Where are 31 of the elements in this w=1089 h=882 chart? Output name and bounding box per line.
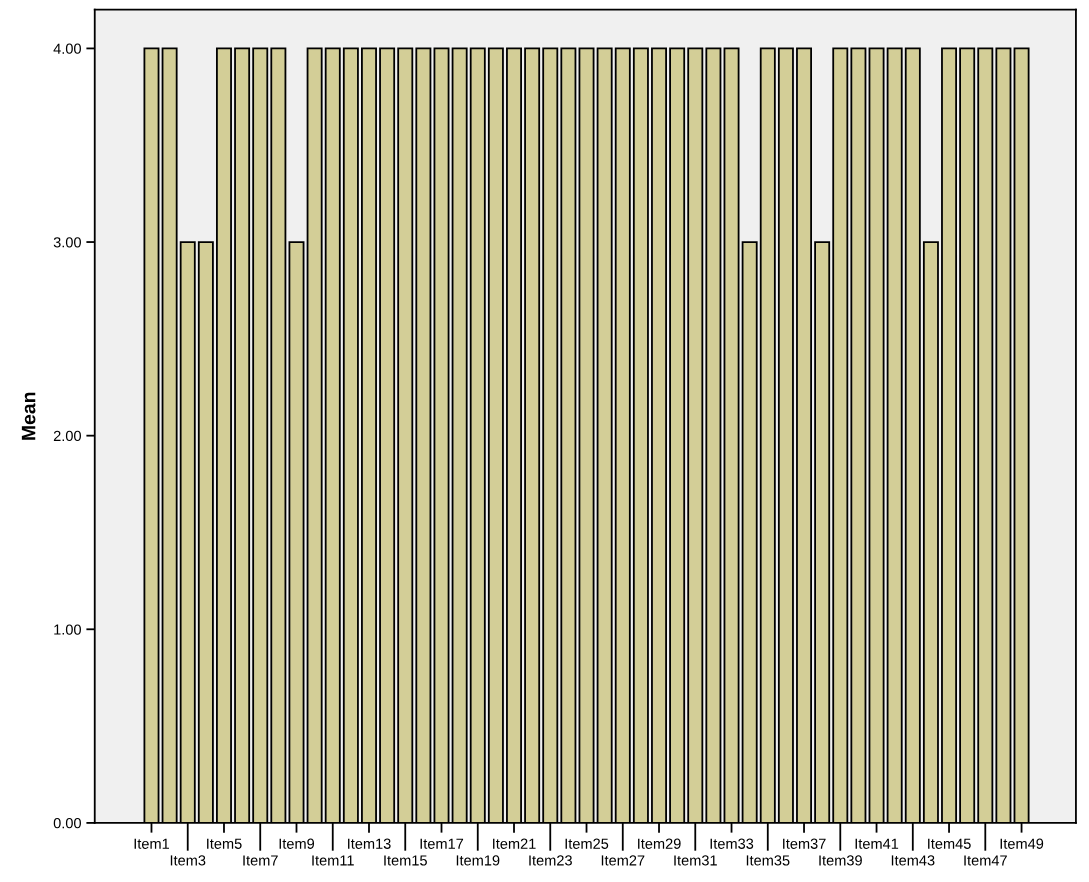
x-tick-label: Item5: [207, 838, 242, 849]
x-tick-label: Item33: [710, 838, 754, 849]
x-tick-label: Item45: [928, 838, 971, 849]
x-tick-label: Item47: [964, 855, 1007, 866]
x-tick-label: Item43: [891, 855, 935, 866]
x-tick-label: Item41: [855, 838, 899, 849]
x-tick-label: Item3: [170, 855, 206, 866]
x-tick-label: Item35: [746, 855, 790, 866]
y-axis-title: Mean: [21, 392, 36, 440]
x-tick-label: Item19: [456, 855, 500, 866]
x-tick-label: Item29: [638, 838, 681, 849]
y-tick-label: 1.00: [54, 624, 81, 635]
y-tick-label: 0.00: [53, 818, 81, 829]
y-tick-label: 2.00: [53, 430, 81, 442]
x-tick-label: Item15: [384, 855, 427, 866]
x-tick-label: Item21: [493, 838, 536, 849]
y-tick-label: 4.00: [53, 43, 81, 54]
x-tick-label: Item1: [134, 838, 169, 849]
x-tick-label: Item9: [279, 838, 315, 849]
x-tick-label: Item39: [819, 855, 862, 866]
y-tick-label: 3.00: [53, 237, 81, 248]
x-tick-label: Item13: [348, 838, 391, 849]
x-tick-label: Item23: [529, 855, 572, 866]
x-tick-label: Item27: [601, 855, 645, 866]
x-tick-label: Item17: [420, 838, 464, 849]
x-tick-label: Item37: [783, 838, 826, 849]
x-tick-label: Item25: [565, 838, 609, 849]
x-tick-label: Item11: [312, 855, 354, 866]
x-tick-label: Item49: [1000, 838, 1044, 849]
x-tick-label: Item31: [674, 855, 717, 866]
x-tick-label: Item7: [243, 855, 278, 866]
